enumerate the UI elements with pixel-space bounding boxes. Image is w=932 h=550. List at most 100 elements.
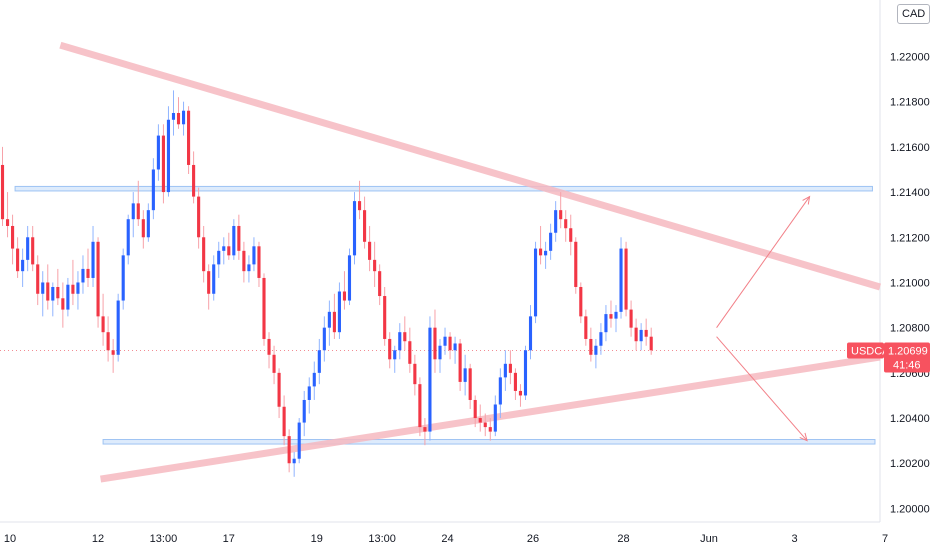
candle-body [488,427,492,432]
zone-0 [14,185,873,192]
candle-body [66,284,70,310]
candle-body [604,314,608,333]
candle-body [368,241,372,260]
candle-body [116,300,120,355]
y-tick-label: 1.20800 [890,323,930,335]
candle-body [332,311,336,333]
y-tick-label: 1.20200 [890,458,930,470]
x-tick-label: 19 [311,533,323,545]
candle-body [121,255,125,301]
x-tick-label: Jun [700,533,718,545]
x-tick-label: 3 [791,533,797,545]
candle-body [136,203,140,220]
candle-body [337,291,341,333]
candle-body [498,377,502,405]
candle-body [559,210,563,220]
candle-body [634,327,638,342]
candle-body [644,329,648,337]
candle-body [156,135,160,170]
candle-body [523,350,528,396]
candle-body [267,338,271,355]
trendline-0 [59,41,881,291]
y-tick-label: 1.22000 [890,51,930,63]
candle-body [383,296,387,339]
candle-body [322,327,326,351]
candle-body [473,399,477,419]
candle-body [327,311,331,328]
candle-body [408,341,412,364]
x-tick-label: 12 [92,533,104,545]
candle-body [36,264,40,294]
currency-badge[interactable]: CAD [897,4,931,24]
candle-body [187,110,191,165]
y-tick-label: 1.21600 [890,142,930,154]
candle-body [282,406,286,437]
candle-body [413,363,417,385]
price-tag: 1.20699 [888,345,928,357]
candle-body [11,225,15,249]
y-tick-label: 1.20000 [890,503,930,515]
arrow-shaft-0 [716,196,811,328]
candle-body [227,246,231,256]
y-tick-label: 1.21800 [890,97,930,109]
candle-body [649,336,653,351]
candle-body [388,338,392,360]
price-tag-bg [884,342,930,373]
candle-body [554,210,558,233]
projection-arrows [716,195,811,442]
time-axis[interactable]: 10 12 13:00 17 19 13:00 24 26 28 Jun 3 7 [4,533,888,545]
candle-body [614,311,618,319]
candle-body [181,110,186,125]
candle-body [16,248,20,272]
candle-body [453,343,457,351]
candle-body [252,246,256,265]
candle-body [212,264,216,294]
candle-body [126,219,130,256]
candle-body [277,372,281,407]
candle-body [41,282,45,294]
price-axis[interactable]: 1.22000 1.21800 1.21600 1.21400 1.21200 1.210… [890,51,930,515]
candle-body [31,237,35,265]
candle-body [217,250,221,265]
candle-body [533,248,538,317]
candle-body [192,164,196,197]
candle-body [443,336,447,346]
candle-body [357,201,362,211]
candle-body [106,332,110,351]
candle-body [287,436,291,464]
candle-body [342,291,347,301]
x-tick-label: 24 [441,533,453,545]
candle-body [438,345,442,360]
candle-body [448,336,452,351]
candle-body [317,350,321,373]
candle-body [247,264,251,272]
candle-body [146,210,150,238]
candle-body [594,345,598,355]
candle-body [564,219,568,229]
candle-body [493,404,497,432]
y-tick-label: 1.21200 [890,232,930,244]
candle-body [202,237,206,272]
candle-body [26,237,30,260]
candle-body [176,112,181,125]
candle-body [629,309,633,328]
candle-body [352,201,357,256]
x-tick-label: 28 [617,533,629,545]
x-tick-label: 13:00 [150,533,178,545]
candle-body [574,241,578,287]
candle-body [468,368,472,400]
candle-body [378,271,382,297]
arrow-head-0 [802,195,811,205]
candle-body [639,329,643,342]
candle-body [131,203,135,220]
candle-body [423,427,427,432]
candle-body [549,232,553,251]
candle-body [237,225,241,251]
zone-1 [102,439,876,445]
candle-body [433,327,437,360]
candle-body [463,368,467,382]
candle-body [262,277,266,339]
candle-body [478,418,482,423]
candle-body [161,135,165,193]
